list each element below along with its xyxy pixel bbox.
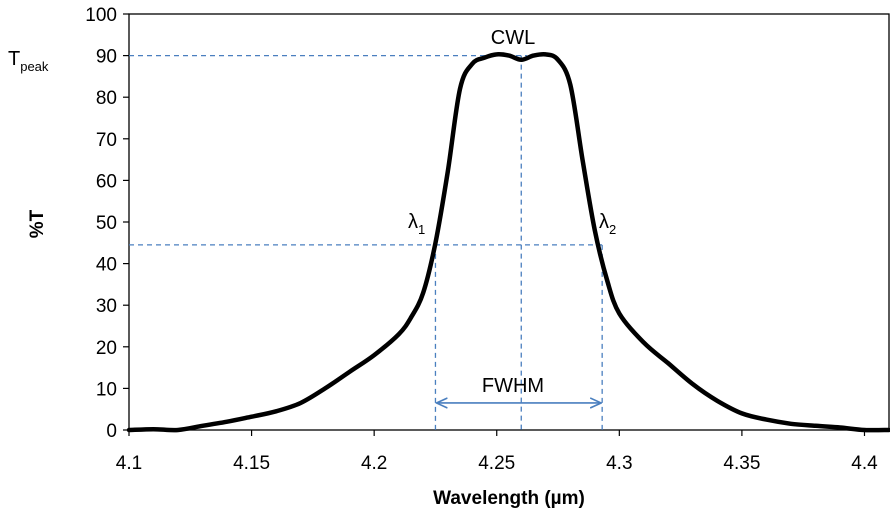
annotations: CWL FWHM Tpeak λ1 λ2 — [8, 27, 616, 397]
x-axis-title: Wavelength (µm) — [433, 488, 585, 509]
plot-area: 0 10 20 30 40 50 60 70 80 90 100 4.1 4.15 4.2 4.25 4.3… — [85, 5, 890, 474]
fwhm-label: FWHM — [482, 375, 544, 397]
x-tick-label: 4.3 — [606, 453, 632, 474]
lambda1-subscript: 1 — [418, 222, 425, 237]
lambda2-label: λ2 — [599, 211, 616, 237]
y-axis-ticks: 0 10 20 30 40 50 60 70 80 90 100 — [85, 5, 129, 442]
lambda2-subscript: 2 — [609, 222, 616, 237]
y-tick-label: 100 — [85, 5, 117, 26]
t-peak-main: T — [8, 48, 20, 70]
x-tick-label: 4.15 — [233, 453, 270, 474]
x-tick-label: 4.2 — [361, 453, 387, 474]
y-tick-label: 60 — [96, 171, 117, 192]
y-tick-label: 30 — [96, 296, 117, 317]
y-tick-label: 40 — [96, 255, 117, 276]
x-tick-label: 4.25 — [478, 453, 515, 474]
y-tick-label: 80 — [96, 88, 117, 109]
t-peak-label: Tpeak — [8, 48, 49, 74]
x-tick-label: 4.4 — [851, 453, 878, 474]
y-tick-label: 0 — [106, 421, 117, 442]
y-tick-label: 70 — [96, 130, 117, 151]
guide-lines — [129, 54, 603, 430]
lambda2-main: λ — [599, 211, 609, 233]
x-tick-label: 4.35 — [723, 453, 760, 474]
y-axis-title: %T — [27, 209, 48, 238]
transmission-curve — [126, 51, 890, 433]
y-tick-label: 90 — [96, 47, 117, 68]
y-tick-label: 20 — [96, 338, 117, 359]
y-tick-label: 50 — [96, 213, 117, 234]
lambda1-main: λ — [408, 211, 418, 233]
y-tick-label: 10 — [96, 379, 117, 400]
t-peak-subscript: peak — [20, 59, 49, 74]
x-axis-ticks: 4.1 4.15 4.2 4.25 4.3 4.35 4.4 — [116, 430, 878, 474]
plot-frame — [128, 13, 890, 431]
x-tick-label: 4.1 — [116, 453, 142, 474]
cwl-label: CWL — [491, 27, 535, 49]
lambda1-label: λ1 — [408, 211, 425, 237]
